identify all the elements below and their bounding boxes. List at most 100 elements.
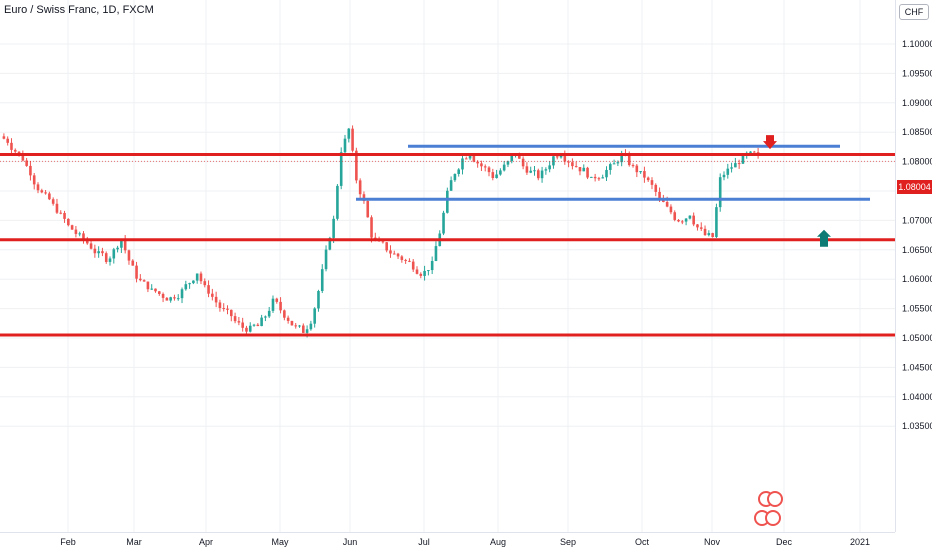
- candle-body: [457, 169, 460, 174]
- y-tick-label: 1.07000: [902, 215, 932, 225]
- currency-badge[interactable]: CHF: [899, 4, 929, 20]
- candle-body: [529, 170, 533, 173]
- candle-body: [85, 239, 89, 244]
- y-tick-label: 1.03500: [902, 421, 932, 431]
- candle-body: [25, 160, 28, 166]
- candle-body: [396, 253, 400, 257]
- y-tick-label: 1.04000: [902, 392, 932, 402]
- y-tick-label: 1.04500: [902, 362, 932, 372]
- y-tick-label: 1.08000: [902, 157, 932, 167]
- levels-layer: [0, 144, 895, 337]
- event-badges[interactable]: [754, 491, 783, 526]
- candle-body: [112, 249, 116, 259]
- y-tick-label: 1.10000: [902, 39, 932, 49]
- candle-body: [218, 302, 222, 309]
- candle-body: [283, 310, 286, 318]
- candle-body: [154, 288, 157, 292]
- x-tick-label: Apr: [199, 537, 213, 547]
- candle-body: [389, 250, 392, 254]
- candle-body: [495, 174, 498, 179]
- candle-body: [74, 229, 78, 234]
- candle-body: [279, 301, 282, 311]
- candle-body: [408, 260, 411, 262]
- y-tick-label: 1.09500: [902, 68, 932, 78]
- candle-body: [715, 207, 718, 237]
- candle-body: [571, 162, 574, 167]
- candle-body: [195, 273, 199, 281]
- candle-body: [502, 164, 506, 171]
- candle-body: [36, 184, 40, 191]
- candle-body: [392, 253, 396, 255]
- x-tick-label: Dec: [776, 537, 793, 547]
- candle-body: [491, 172, 495, 179]
- candle-body: [419, 273, 423, 276]
- x-tick-label: Oct: [635, 537, 650, 547]
- candle-body: [578, 167, 582, 172]
- candle-body: [643, 171, 646, 178]
- y-tick-label: 1.08500: [902, 127, 932, 137]
- candle-body: [237, 321, 241, 323]
- current-price-tag: 1.08004: [897, 180, 932, 194]
- candle-body: [548, 165, 551, 170]
- candle-body: [734, 163, 737, 168]
- candle-body: [51, 199, 55, 204]
- x-axis: Feb Mar Apr May Jun Jul Aug Sep Oct Nov Dec 2021: [60, 537, 870, 547]
- candle-body: [753, 151, 756, 153]
- candle-body: [669, 206, 673, 213]
- candle-body: [10, 142, 13, 150]
- candle-body: [673, 212, 677, 220]
- candle-body: [127, 250, 131, 261]
- candles-layer: [0, 125, 895, 338]
- candle-body: [104, 253, 108, 262]
- candle-body: [17, 151, 21, 155]
- y-tick-label: 1.09000: [902, 98, 932, 108]
- candle-body: [48, 193, 51, 200]
- candle-body: [692, 215, 695, 225]
- down-arrow-icon: [763, 135, 777, 150]
- candle-body: [305, 329, 309, 333]
- candle-body: [207, 285, 210, 294]
- candle-body: [563, 155, 567, 162]
- candle-body: [161, 293, 165, 298]
- candle-body: [681, 221, 684, 223]
- candle-body: [608, 164, 612, 170]
- candle-body: [6, 138, 9, 143]
- candle-body: [631, 165, 635, 167]
- x-tick-label: Mar: [126, 537, 142, 547]
- candle-body: [400, 256, 404, 260]
- y-tick-label: 1.05500: [902, 304, 932, 314]
- candle-body: [449, 180, 453, 191]
- y-tick-label: 1.06000: [902, 274, 932, 284]
- y-tick-label: 1.05000: [902, 333, 932, 343]
- candle-body: [658, 191, 661, 199]
- candle-body: [574, 166, 578, 168]
- candle-body: [245, 327, 248, 332]
- candle-body: [351, 128, 354, 151]
- up-arrow-icon: [817, 229, 831, 247]
- y-tick-label: 1.06500: [902, 245, 932, 255]
- candle-body: [434, 246, 438, 262]
- candle-body: [464, 158, 468, 160]
- candle-body: [203, 281, 207, 286]
- candle-body: [120, 239, 123, 248]
- candle-body: [339, 152, 343, 186]
- candle-body: [40, 190, 44, 193]
- candle-body: [146, 281, 150, 290]
- x-tick-label: Jun: [343, 537, 358, 547]
- candle-body: [264, 316, 267, 318]
- x-tick-label: Aug: [490, 537, 506, 547]
- candle-body: [597, 178, 601, 180]
- candle-body: [737, 163, 741, 165]
- event-badge-icon[interactable]: [767, 491, 783, 507]
- candle-body: [552, 156, 555, 166]
- event-badge-icon[interactable]: [765, 510, 781, 526]
- candle-body: [82, 233, 85, 240]
- candle-body: [324, 249, 328, 270]
- candle-body: [332, 218, 335, 238]
- candle-body: [370, 217, 373, 238]
- candle-body: [540, 170, 544, 179]
- candle-body: [601, 177, 605, 179]
- candle-body: [423, 270, 426, 276]
- candle-body: [78, 233, 81, 235]
